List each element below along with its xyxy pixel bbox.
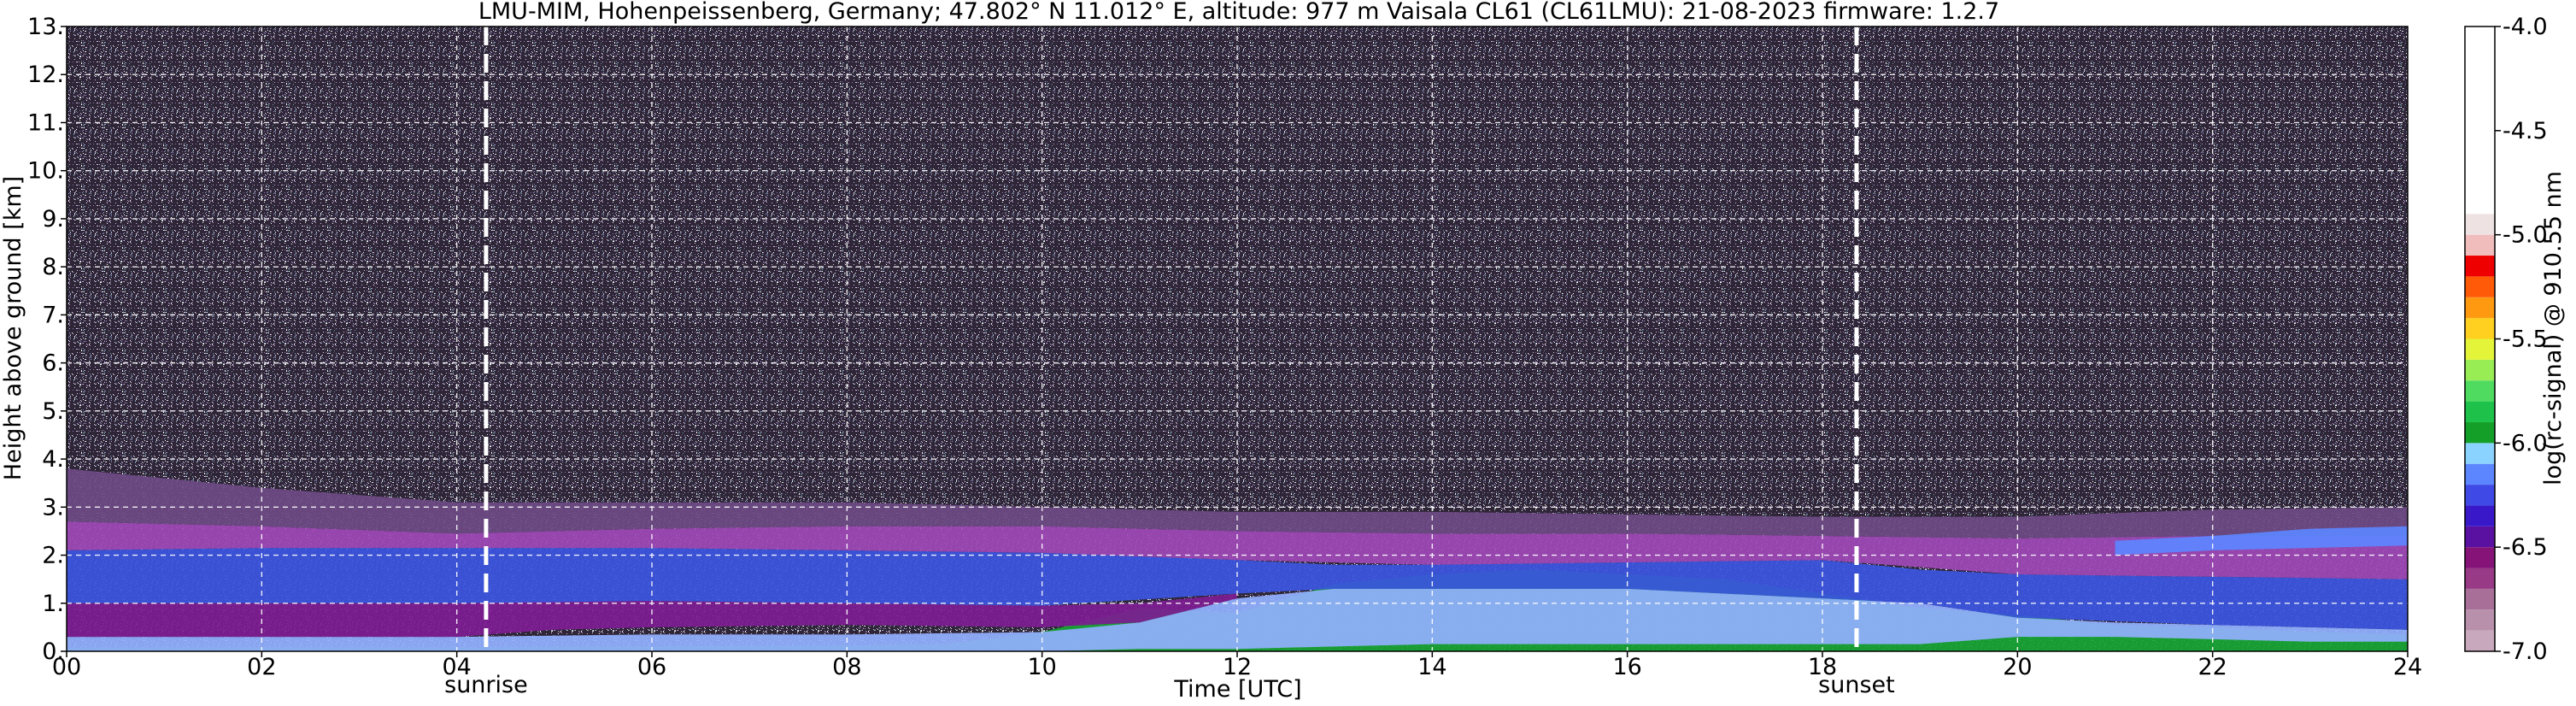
colorbar-ticks: -4.0 -4.5 -5.0 -5.5 -6.0 -6.5 -7.0 [2495,14,2548,665]
colorbar-band [2465,234,2495,256]
y-tick-label: 4. [42,446,64,473]
y-tick-label: 1. [42,591,64,617]
colorbar-band [2465,421,2495,444]
x-tick-label: 12 [1223,654,1252,680]
colorbar-band [2465,505,2495,527]
colorbar-tick-label: -5.0 [2503,222,2548,249]
layer-blue-band-late [2115,526,2408,556]
y-tick-label: 5. [42,398,64,425]
colorbar-tick-label: -5.5 [2503,327,2548,353]
x-tick-label: 18 [1808,654,1837,680]
chart-title: LMU-MIM, Hohenpeissenberg, Germany; 47.8… [478,0,1999,25]
x-tick-label: 14 [1417,654,1446,680]
colorbar-band [2465,276,2495,297]
x-axis-ticks: 00 02 04 06 08 10 12 14 16 18 20 22 24 [52,651,2422,680]
colorbar-band [2465,338,2495,360]
colorbar-label: log(rc-signal) @ 910.55 nm [2540,171,2567,485]
colorbar-band [2465,318,2495,339]
sunrise-label: sunrise [444,672,528,698]
colorbar-tick-label: -4.0 [2503,14,2548,40]
colorbar-band [2465,297,2495,319]
colorbar-tick-label: -7.0 [2503,638,2548,665]
colorbar-band [2465,485,2495,506]
y-tick-label: 8. [42,254,64,280]
colorbar-band [2465,588,2495,610]
y-axis-ticks: 0. 1. 2. 3. 4. 5. 6. 7. 8. 9. 10. 11. 12. 13. [27,14,67,665]
sunset-label: sunset [1818,672,1895,698]
colorbar-band [2465,380,2495,402]
y-tick-label: 3. [42,494,64,521]
sun-event-labels: sunrise sunset [444,672,1895,698]
y-tick-label: 6. [42,350,64,377]
x-axis-label: Time [UTC] [1173,676,1301,703]
grid-lines [67,26,2408,651]
colorbar-band [2465,359,2495,381]
x-tick-label: 02 [247,654,276,680]
x-tick-label: 16 [1612,654,1641,680]
colorbar-band [2465,443,2495,464]
y-tick-label: 11. [27,109,64,136]
x-tick-label: 20 [2003,654,2032,680]
y-tick-label: 9. [42,206,64,232]
y-tick-label: 7. [42,302,64,328]
y-tick-label: 10. [27,158,64,185]
colorbar-band [2465,463,2495,485]
colorbar-tick-label: -6.0 [2503,430,2548,456]
sun-event-lines [484,26,1859,651]
colorbar-band [2465,401,2495,422]
colorbar-band [2465,26,2495,215]
colorbar-band [2465,214,2495,235]
y-axis-label: Height above ground [km] [0,176,26,480]
x-tick-label: 00 [52,654,81,680]
colorbar-tick-label: -4.5 [2503,118,2548,144]
y-tick-label: 0. [42,638,64,665]
x-tick-label: 22 [2198,654,2227,680]
colorbar-band [2465,526,2495,548]
colorbar [2464,26,2496,652]
colorbar-band [2465,630,2495,651]
y-tick-label: 2. [42,543,64,569]
x-tick-label: 10 [1027,654,1056,680]
y-tick-label: 12. [27,62,64,88]
colorbar-band [2465,609,2495,631]
layer-blue-aerosol-layer [67,548,2408,630]
x-tick-label: 08 [832,654,861,680]
x-tick-label: 06 [637,654,666,680]
x-tick-label: 04 [442,654,471,680]
colorbar-band [2465,256,2495,277]
y-tick-label: 13. [27,14,64,40]
colorbar-band [2465,547,2495,568]
colorbar-band [2465,568,2495,589]
colorbar-tick-label: -6.5 [2503,534,2548,561]
layer-faint-top-layer [67,468,2408,538]
x-tick-label: 24 [2393,654,2422,680]
layer-purple-residual-layer [67,593,1237,638]
